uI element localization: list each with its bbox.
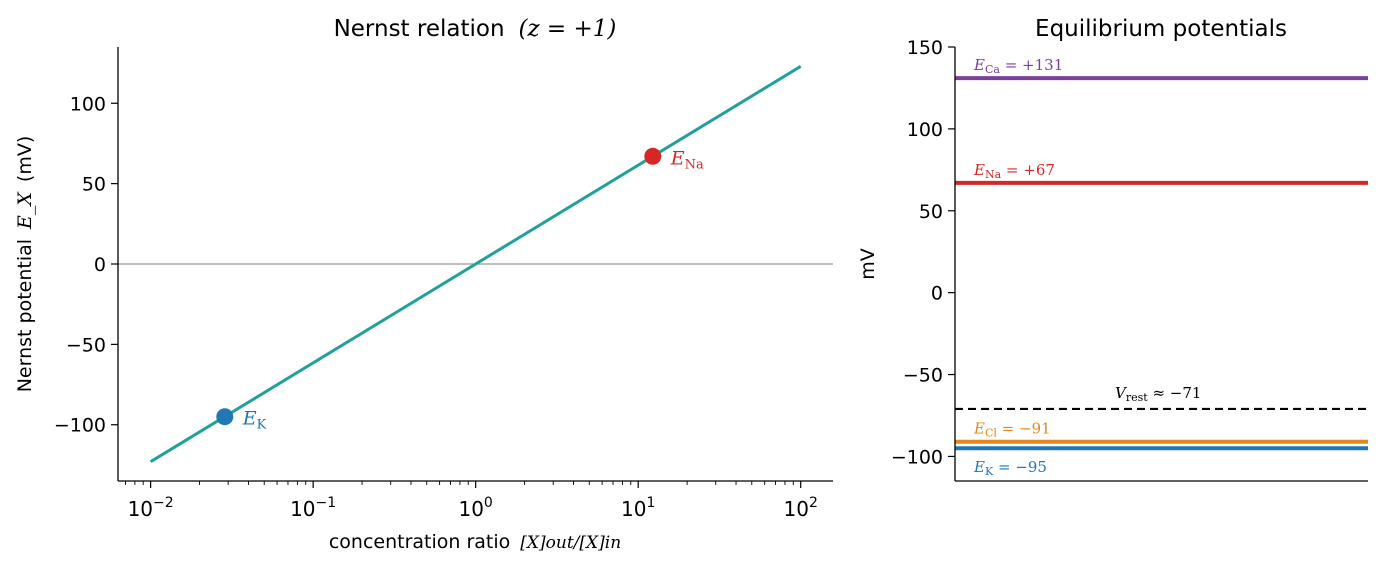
right-y-axis-label: mV [857,248,879,280]
nernst-line-series [149,65,802,463]
ion-point-na [644,147,662,165]
y-tick-label: 100 [907,119,943,141]
y-tick-label: −50 [903,365,943,387]
ion-points: EK ENa [216,147,704,433]
ion-point-k [216,408,234,426]
level-label-k: EK = −95 [973,458,1047,478]
equilibrium-potentials-chart: Equilibrium potentials ECa = +131 ENa = +… [857,16,1368,482]
level-label-na: ENa = +67 [973,161,1055,181]
resting-potential-label: Vrest ≈ −71 [1115,384,1201,404]
x-tick-label: 101 [621,495,655,521]
ion-point-label-na: ENa [670,147,704,172]
y-tick-label: −100 [891,446,943,468]
right-y-ticks: −100 −50 0 50 100 150 [891,37,955,468]
x-tick-label: 102 [784,495,818,521]
x-tick-label: 100 [458,495,492,521]
y-tick-label: 50 [919,201,943,223]
left-y-ticks: −100 −50 0 50 100 [54,93,118,437]
level-label-ca: ECa = +131 [973,56,1063,76]
left-x-ticks: 10−2 10−1 100 101 102 [124,481,818,521]
left-chart-title: Nernst relation (z = +1) [334,16,617,42]
left-y-axis-label: Nernst potentialE_X(mV) [14,136,36,393]
equilibrium-level-lines: ECa = +131 ENa = +67 ECl = −91 EK = −95 Vres… [955,56,1368,478]
right-chart-title: Equilibrium potentials [1035,16,1287,42]
x-tick-label: 10−2 [128,495,174,521]
ion-point-label-k: EK [242,408,267,433]
y-tick-label: 150 [907,37,943,59]
y-tick-label: 0 [94,254,106,276]
y-tick-label: −100 [54,415,106,437]
y-tick-label: −50 [66,334,106,356]
nernst-series-line [149,65,802,463]
y-tick-label: 0 [931,283,943,305]
x-tick-label: 10−1 [290,495,336,521]
y-tick-label: 100 [70,93,106,115]
left-x-axis-label: concentration ratio [X]out/[X]in [329,531,621,553]
y-tick-label: 50 [82,174,106,196]
level-label-cl: ECl = −91 [973,420,1051,440]
